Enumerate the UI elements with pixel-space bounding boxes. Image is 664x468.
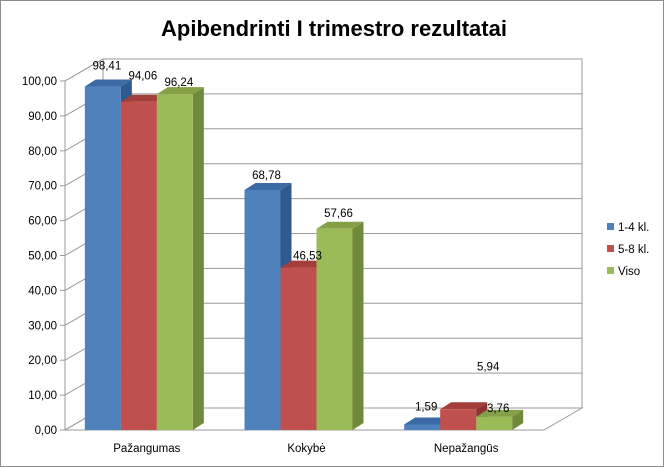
data-label: 96,24 xyxy=(164,77,193,89)
data-label: 68,78 xyxy=(252,170,281,182)
legend-label: 5-8 kl. xyxy=(618,244,649,256)
legend-label: 1-4 kl. xyxy=(618,222,649,234)
data-labels: 98,41 94,06 96,24 68,78 46,53 57,66 1,59 5,94 3,… xyxy=(92,61,509,415)
category-label: Nepažangūs xyxy=(434,443,499,455)
gridline xyxy=(64,58,582,82)
bars xyxy=(84,79,524,431)
data-label: 3,76 xyxy=(487,403,509,415)
y-tick-label: 50,00 xyxy=(28,251,57,263)
bar xyxy=(316,221,364,430)
y-tick-label: 60,00 xyxy=(28,216,57,228)
y-tick-label: 100,00 xyxy=(22,76,57,88)
y-axis-ticks: 0,00 10,00 20,00 30,00 40,00 50,00 60,00 70,00 8… xyxy=(22,76,65,437)
legend-swatch xyxy=(607,223,614,230)
legend-swatch xyxy=(607,267,614,274)
y-tick-label: 20,00 xyxy=(28,355,57,367)
data-label: 46,53 xyxy=(293,251,322,263)
legend: 1-4 kl. 5-8 kl. Viso xyxy=(607,222,649,278)
data-label: 5,94 xyxy=(477,361,500,373)
legend-swatch xyxy=(607,245,614,252)
data-label: 1,59 xyxy=(415,401,437,413)
category-label: Pažangumas xyxy=(113,443,180,455)
category-label: Kokybė xyxy=(287,443,325,455)
y-tick-label: 90,00 xyxy=(28,111,57,123)
data-label: 57,66 xyxy=(324,208,353,220)
data-label: 98,41 xyxy=(92,61,121,73)
y-tick-label: 0,00 xyxy=(35,425,57,437)
bar xyxy=(156,87,204,430)
y-tick-label: 10,00 xyxy=(28,390,57,402)
data-label: 94,06 xyxy=(128,71,157,83)
y-tick-label: 40,00 xyxy=(28,285,57,297)
legend-label: Viso xyxy=(618,266,640,278)
y-tick-label: 80,00 xyxy=(28,146,57,158)
x-axis-categories: Pažangumas Kokybė Nepažangūs xyxy=(113,443,498,455)
y-tick-label: 30,00 xyxy=(28,320,57,332)
chart-title: Apibendrinti I trimestro rezultatai xyxy=(161,16,507,41)
y-tick-label: 70,00 xyxy=(28,181,57,193)
bar xyxy=(476,409,524,430)
